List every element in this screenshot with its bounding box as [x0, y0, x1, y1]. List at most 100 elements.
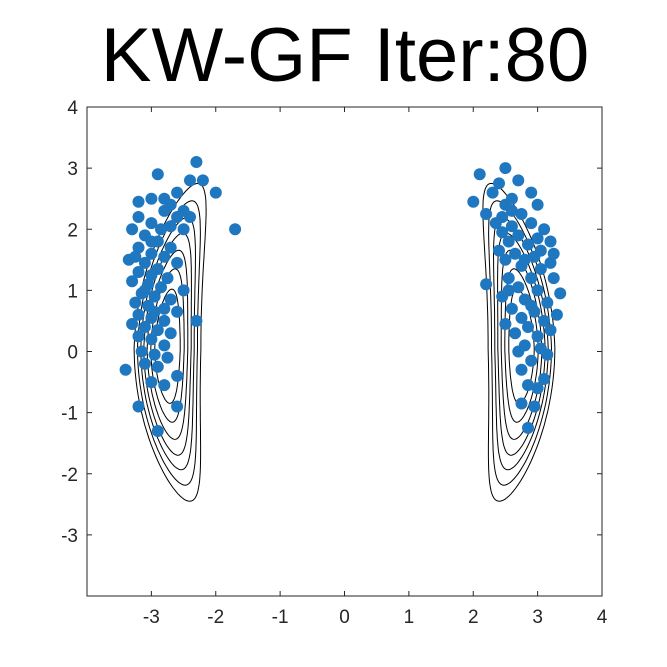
contour-line [146, 249, 189, 440]
scatter-point [171, 211, 184, 223]
scatter-point [502, 235, 515, 248]
x-tick-label: -1 [272, 607, 289, 628]
scatter-point [486, 186, 499, 199]
scatter-point [531, 330, 544, 343]
contour-line [497, 232, 546, 456]
scatter-point [148, 290, 161, 303]
scatter-point [522, 379, 534, 392]
scatter-point [509, 327, 522, 340]
scatter-point [512, 281, 525, 294]
scatter-point [505, 220, 518, 233]
scatter-point [177, 223, 190, 236]
scatter-point [164, 293, 177, 306]
scatter-point [138, 256, 151, 269]
scatter-point [196, 174, 209, 187]
y-tick-label: -2 [61, 465, 78, 486]
scatter-point [158, 302, 171, 315]
x-tick-label: 4 [597, 607, 608, 628]
scatter-point [145, 247, 158, 260]
x-tick-label: 1 [404, 607, 415, 628]
scatter-point [541, 296, 554, 309]
y-tick-label: 0 [67, 343, 78, 364]
scatter-point [522, 238, 534, 251]
scatter-point [158, 250, 171, 263]
scatter-point [171, 369, 184, 382]
scatter-point [164, 327, 177, 340]
scatter-point [505, 204, 518, 217]
scatter-point [528, 400, 541, 413]
scatter-point [531, 382, 544, 395]
y-tick-label: 1 [67, 281, 78, 302]
scatter-point [164, 198, 177, 211]
scatter-point [525, 299, 538, 312]
scatter-point [502, 272, 515, 285]
scatter-point [525, 186, 538, 199]
scatter-point [209, 186, 222, 199]
scatter-point [541, 348, 554, 361]
scatter-point [499, 318, 512, 330]
contour-line [150, 268, 185, 423]
contour-line [488, 200, 552, 486]
contour-line [154, 288, 181, 404]
scatter-point [129, 296, 142, 309]
axes-box [86, 106, 603, 597]
scatter-point [544, 324, 557, 337]
scatter-point [496, 226, 509, 239]
scatter-point [499, 162, 512, 175]
scatter-point [525, 217, 538, 230]
scatter-point [138, 284, 151, 297]
scatter-point [480, 208, 493, 220]
scatter-point [132, 330, 145, 343]
y-tick-label: -1 [61, 404, 78, 425]
scatter-point [190, 156, 203, 168]
scatter-point [512, 229, 525, 242]
scatter-point [502, 284, 515, 297]
scatter-point [531, 284, 544, 297]
scatter-point [148, 305, 161, 318]
scatter-point [544, 235, 557, 248]
contour-lines [133, 182, 556, 502]
scatter-point [151, 168, 164, 181]
chart-title: KW-GF Iter:80 [100, 13, 590, 98]
scatter-point [522, 321, 534, 333]
scatter-point [538, 373, 551, 385]
scatter-point [531, 198, 544, 211]
scatter-point [538, 314, 551, 327]
scatter-point [547, 247, 560, 260]
scatter-point [515, 311, 528, 324]
scatter-point [489, 217, 502, 230]
scatter-point [155, 281, 167, 294]
scatter-point [499, 253, 512, 266]
scatter-point [550, 308, 563, 321]
scatter-point [171, 256, 184, 269]
scatter-point [135, 345, 148, 358]
scatter-point [132, 195, 145, 208]
scatter-point [126, 275, 139, 288]
scatter-point [158, 314, 171, 327]
y-tick-label: 3 [67, 159, 78, 180]
scatter-point [493, 244, 505, 257]
scatter-point [515, 208, 528, 220]
scatter-point [512, 174, 525, 187]
scatter-point [522, 421, 534, 434]
scatter-point [534, 263, 547, 275]
scatter-point [161, 272, 174, 285]
scatter-point [493, 177, 505, 190]
scatter-point [515, 363, 528, 376]
scatter-point [177, 284, 190, 297]
scatter-point [151, 425, 164, 437]
scatter-point [145, 235, 158, 248]
scatter-point [132, 308, 145, 321]
scatter-point [525, 354, 538, 367]
scatter-point [132, 266, 145, 278]
scatter-point [132, 211, 145, 223]
scatter-point [528, 250, 541, 263]
x-tick-label: 2 [468, 607, 479, 628]
scatter-point [509, 247, 522, 260]
scatter-point [467, 195, 480, 208]
x-tick-label: 3 [532, 607, 543, 628]
scatter-point [145, 192, 158, 205]
scatter-point [145, 376, 158, 389]
scatter-point [126, 318, 139, 330]
x-tick-label: -2 [207, 607, 224, 628]
